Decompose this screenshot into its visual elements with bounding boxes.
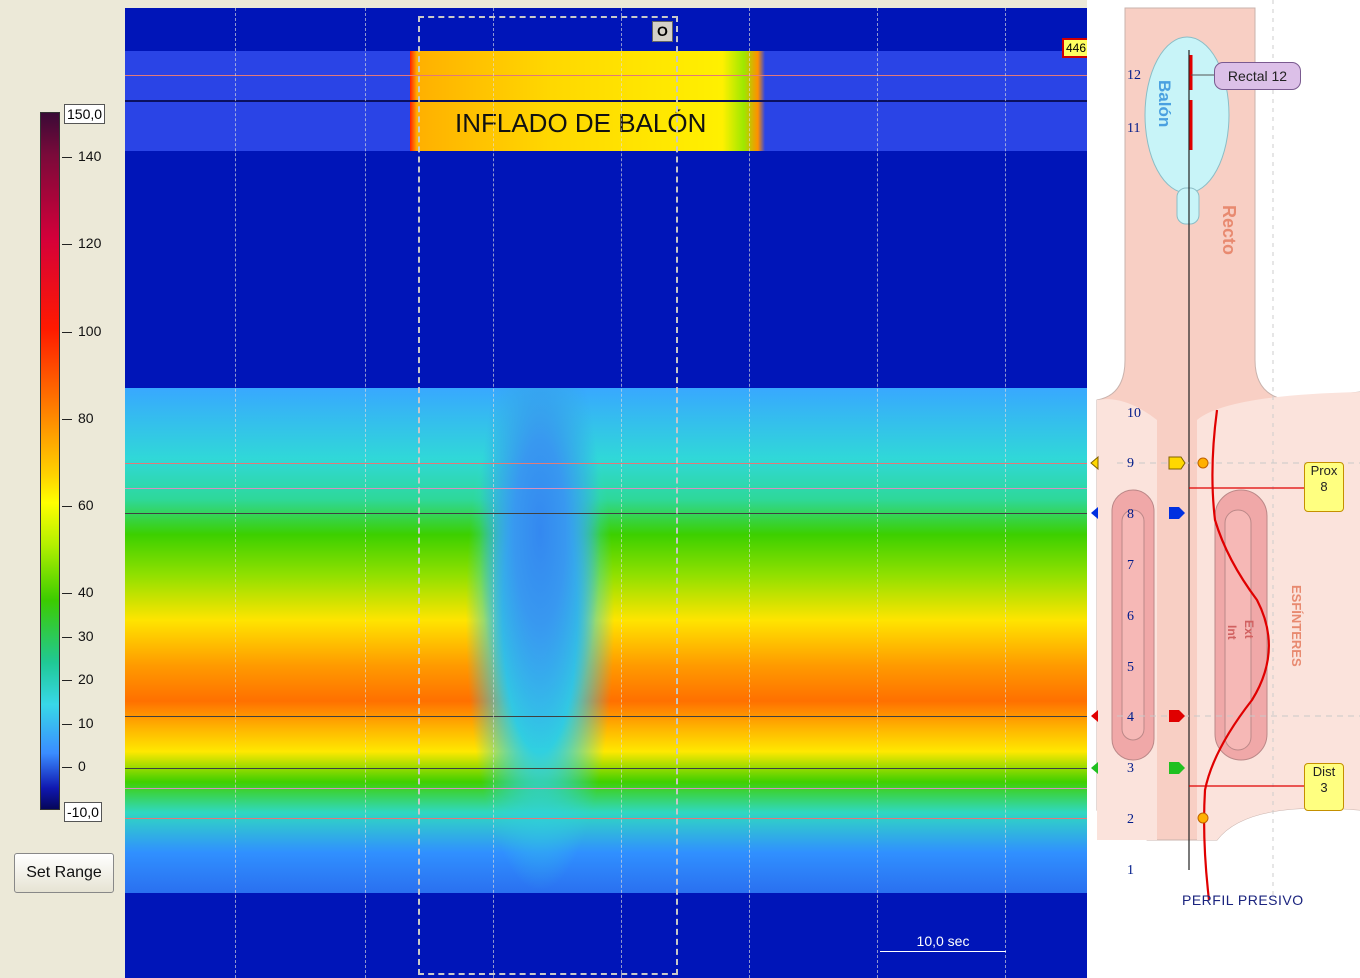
distal-marker-triangle[interactable] (1169, 762, 1185, 774)
color-tick: 60 (62, 497, 94, 513)
int-word: Int (1225, 625, 1239, 640)
selection-o-button[interactable]: O (652, 21, 673, 42)
channel-line (125, 75, 1087, 76)
channel-line (125, 788, 1087, 789)
channel-number: 4 (1127, 710, 1134, 725)
dist-label: Dist (1312, 764, 1336, 779)
time-scale-bar: 10,0 sec (880, 933, 1006, 955)
color-tick: 20 (62, 671, 94, 687)
relaxation-core (480, 388, 600, 748)
proximal-marker-triangle[interactable] (1168, 456, 1186, 470)
pressure-profile-curve (1203, 409, 1270, 901)
color-scale-max[interactable]: 150,0 (64, 104, 106, 124)
anatomy-panel: Balón Recto ESFÍNTERES Int Ext 12 11 10 … (1087, 0, 1360, 978)
proximal-line (125, 463, 1087, 464)
set-range-button[interactable]: Set Range (14, 853, 114, 893)
channel-number: 1 (1127, 863, 1134, 878)
channel-4-line (125, 716, 1087, 717)
channel-number: 10 (1127, 406, 1141, 421)
color-tick: 30 (62, 628, 94, 644)
time-gridline (877, 8, 878, 978)
color-tick: 80 (62, 410, 94, 426)
dist-label-box[interactable]: Dist 3 (1304, 763, 1344, 811)
channel-8-marker[interactable] (1169, 507, 1185, 519)
time-scale-line (880, 951, 1006, 952)
color-tick: 120 (62, 235, 101, 251)
recto-word: Recto (1219, 205, 1239, 255)
distal-line (125, 818, 1087, 819)
dist-channel: 3 (1320, 780, 1328, 795)
selection-box[interactable] (418, 16, 678, 975)
sphincters-word: ESFÍNTERES (1289, 585, 1304, 667)
channel-line (125, 100, 1087, 102)
channel-number: 2 (1127, 812, 1134, 827)
balloon-neck (1176, 187, 1200, 225)
color-scale-bar (40, 112, 60, 810)
channel-number: 6 (1127, 609, 1134, 624)
channel-4-marker[interactable] (1169, 710, 1185, 722)
prox-label-box[interactable]: Prox 8 (1304, 462, 1344, 512)
channel-line (125, 488, 1087, 489)
color-scale-panel: 150,0 140 120 100 80 60 40 30 20 10 0 -1… (0, 0, 125, 978)
ext-word: Ext (1242, 620, 1256, 639)
channel-3-line (125, 768, 1087, 769)
balloon-word: Balón (1155, 80, 1174, 127)
color-tick: 40 (62, 584, 94, 600)
channel-number: 8 (1127, 507, 1134, 522)
time-marker-badge[interactable]: 446 (1062, 38, 1091, 58)
rectal-12-label[interactable]: Rectal 12 (1214, 62, 1301, 90)
profile-title: PERFIL PRESIVO (1182, 892, 1304, 908)
time-gridline (493, 8, 494, 978)
channel-number: 12 (1127, 68, 1141, 83)
channel-number: 5 (1127, 660, 1134, 675)
channel-number: 7 (1127, 558, 1134, 573)
time-gridline (235, 8, 236, 978)
prox-label: Prox (1310, 463, 1338, 478)
time-scale-label: 10,0 sec (916, 933, 970, 949)
color-tick: 0 (62, 758, 86, 774)
pressure-topography-plot[interactable]: INFLADO DE BALÓN O 10,0 sec (125, 8, 1087, 978)
time-gridline (1005, 8, 1006, 978)
color-tick: 100 (62, 323, 101, 339)
time-gridline (365, 8, 366, 978)
time-gridline (621, 8, 622, 978)
channel-number: 9 (1127, 456, 1134, 471)
color-scale-min[interactable]: -10,0 (64, 802, 102, 822)
channel-number: 11 (1127, 121, 1141, 136)
color-tick: 140 (62, 148, 101, 164)
prox-channel: 8 (1320, 479, 1328, 494)
channel-number: 3 (1127, 761, 1134, 776)
time-gridline (749, 8, 750, 978)
channel-8-line (125, 513, 1087, 514)
color-tick: 10 (62, 715, 94, 731)
balloon-inflation-label: INFLADO DE BALÓN (455, 108, 707, 138)
